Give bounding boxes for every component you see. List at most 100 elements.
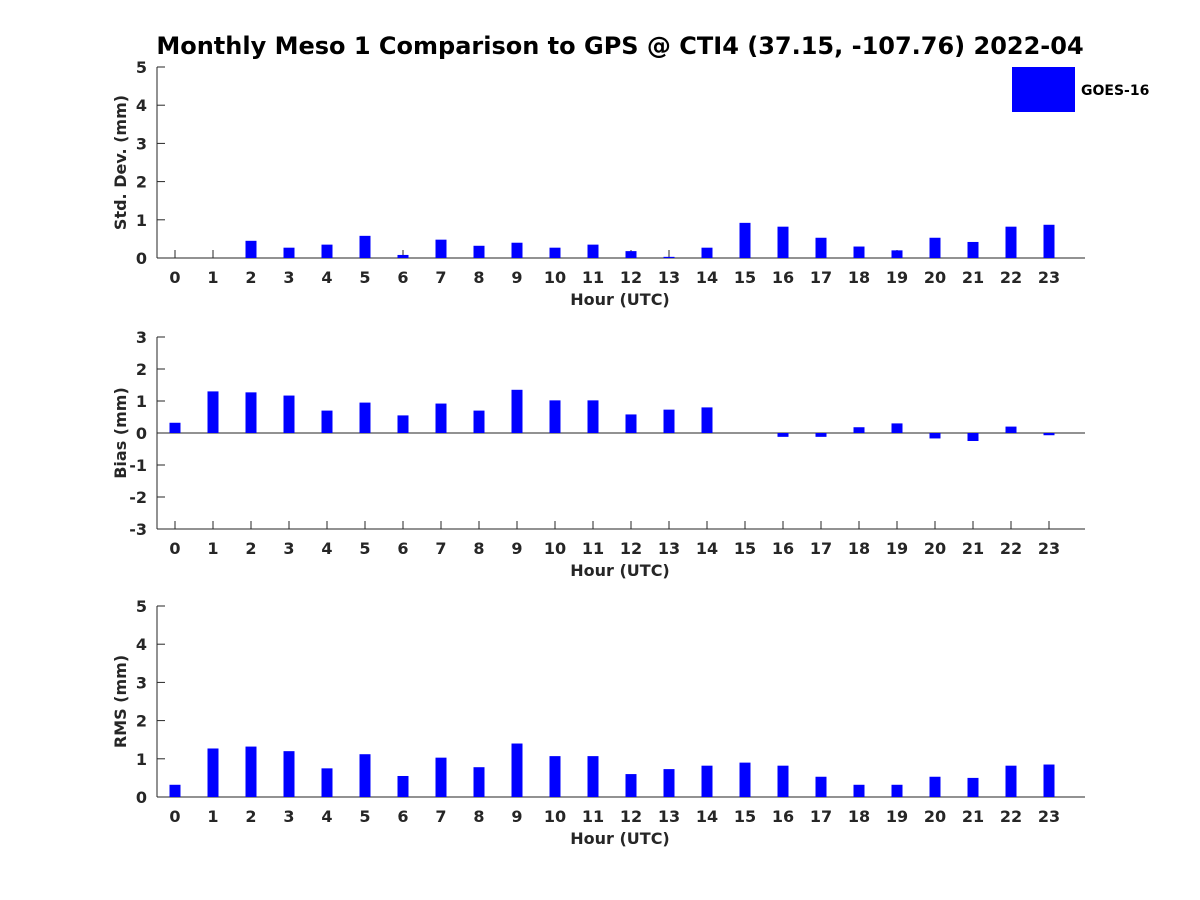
rms-bar — [739, 762, 751, 797]
bias-bar — [1043, 433, 1055, 436]
rms-ytick-label: 2 — [136, 712, 147, 731]
std-dev-bar — [625, 251, 637, 258]
std-dev-bar — [1005, 226, 1017, 258]
bias-bar — [815, 433, 827, 437]
rms-bar — [511, 743, 523, 797]
bias-ytick-label: -1 — [129, 456, 147, 475]
bias-xtick-label: 17 — [810, 539, 832, 558]
std-dev-bar — [891, 250, 903, 258]
bias-ylabel: Bias (mm) — [111, 387, 130, 479]
std-dev-bar — [815, 237, 827, 258]
std-dev-xtick-label: 22 — [1000, 268, 1022, 287]
bias-ytick-label: 3 — [136, 328, 147, 347]
std-dev-bar — [321, 244, 333, 258]
std-dev-bar — [853, 246, 865, 258]
rms-bar — [359, 754, 371, 797]
bias-bar — [435, 403, 447, 433]
bias-ytick-label: 0 — [136, 424, 147, 443]
bias-bar — [1005, 426, 1017, 433]
bias-xtick-label: 14 — [696, 539, 718, 558]
bias-bar — [663, 409, 675, 433]
std-dev-xtick-label: 18 — [848, 268, 870, 287]
std-dev-xtick-label: 6 — [397, 268, 408, 287]
std-dev-bar — [397, 254, 409, 258]
bias-bar — [169, 422, 181, 433]
std-dev-xtick-label: 1 — [207, 268, 218, 287]
rms-bar — [587, 756, 599, 797]
std-dev-xtick-label: 20 — [924, 268, 946, 287]
rms-xtick-label: 8 — [473, 807, 484, 826]
rms-xtick-label: 18 — [848, 807, 870, 826]
std-dev-bar — [1043, 224, 1055, 258]
std-dev-bar — [967, 241, 979, 258]
rms-xtick-label: 20 — [924, 807, 946, 826]
rms-bar — [853, 784, 865, 797]
rms-ytick-label: 4 — [136, 635, 147, 654]
rms-xtick-label: 4 — [321, 807, 332, 826]
bias-xtick-label: 10 — [544, 539, 566, 558]
std-dev-xtick-label: 3 — [283, 268, 294, 287]
std-dev-bar — [473, 245, 485, 258]
std-dev-bar — [549, 247, 561, 258]
bias-bar — [587, 400, 599, 433]
legend: GOES-16 — [1012, 67, 1149, 112]
std-dev-ytick-label: 3 — [136, 134, 147, 153]
bias-xtick-label: 15 — [734, 539, 756, 558]
bias-xtick-label: 9 — [511, 539, 522, 558]
std-dev-xtick-label: 4 — [321, 268, 332, 287]
bias-bar — [625, 414, 637, 433]
rms-xtick-label: 6 — [397, 807, 408, 826]
bias-xtick-label: 4 — [321, 539, 332, 558]
std-dev-xtick-label: 5 — [359, 268, 370, 287]
rms-ytick-label: 3 — [136, 673, 147, 692]
bias-ytick-label: -3 — [129, 520, 147, 539]
rms-xtick-label: 17 — [810, 807, 832, 826]
rms-bar — [321, 768, 333, 797]
bias-xtick-label: 19 — [886, 539, 908, 558]
bias-bar — [777, 433, 789, 437]
std-dev-bar — [701, 247, 713, 258]
rms-xtick-label: 3 — [283, 807, 294, 826]
std-dev-bar — [587, 244, 599, 258]
std-dev-ylabel: Std. Dev. (mm) — [111, 95, 130, 230]
rms-xlabel: Hour (UTC) — [570, 829, 670, 848]
bias-bar — [967, 433, 979, 441]
bias-xtick-label: 12 — [620, 539, 642, 558]
rms-xtick-label: 19 — [886, 807, 908, 826]
std-dev-xtick-label: 7 — [435, 268, 446, 287]
bias-ytick-label: -2 — [129, 488, 147, 507]
rms-xtick-label: 11 — [582, 807, 604, 826]
rms-bar — [1005, 765, 1017, 797]
rms-bar — [283, 751, 295, 797]
std-dev-bar — [929, 237, 941, 258]
rms-xtick-label: 22 — [1000, 807, 1022, 826]
rms-xtick-label: 5 — [359, 807, 370, 826]
bias-bar — [929, 433, 941, 439]
bias-xtick-label: 8 — [473, 539, 484, 558]
std-dev-xtick-label: 16 — [772, 268, 794, 287]
bias-bar — [549, 400, 561, 433]
legend-label-goes-16: GOES-16 — [1081, 83, 1149, 99]
bias-xtick-label: 11 — [582, 539, 604, 558]
rms-xtick-label: 12 — [620, 807, 642, 826]
rms-ytick-label: 1 — [136, 750, 147, 769]
bias-xtick-label: 23 — [1038, 539, 1060, 558]
bias-xlabel: Hour (UTC) — [570, 561, 670, 580]
std-dev-ytick-label: 1 — [136, 211, 147, 230]
std-dev-xtick-label: 8 — [473, 268, 484, 287]
rms-bar — [625, 774, 637, 797]
bias-bar — [321, 410, 333, 433]
bias-xtick-label: 6 — [397, 539, 408, 558]
bias-ytick-label: 2 — [136, 360, 147, 379]
bias-bar — [245, 392, 257, 433]
rms-bar — [815, 776, 827, 797]
bias-bar — [283, 395, 295, 433]
std-dev-bar — [777, 226, 789, 258]
bias-bar — [207, 391, 219, 433]
std-dev-xtick-label: 0 — [169, 268, 180, 287]
